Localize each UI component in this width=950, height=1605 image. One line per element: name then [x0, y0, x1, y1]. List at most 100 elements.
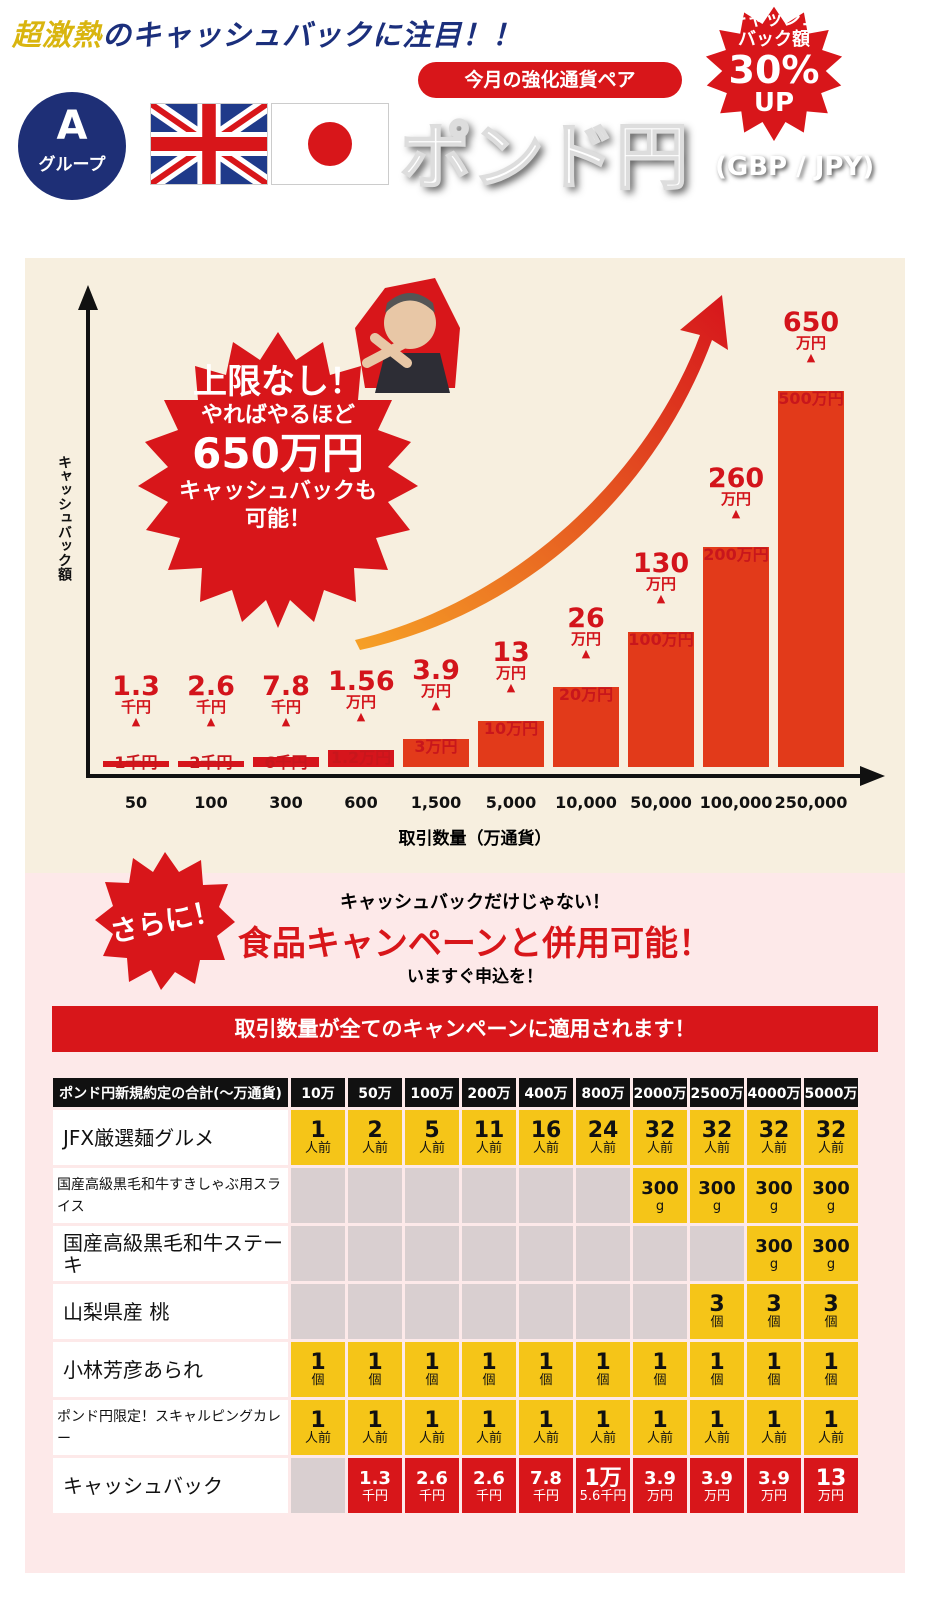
cell-value: 11: [473, 1117, 505, 1143]
cell-unit: 人前: [418, 1140, 445, 1156]
section2-line3: いますぐ申込を！: [407, 967, 543, 987]
cell-unit: 人前: [304, 1140, 331, 1156]
chart-bar-4: [403, 739, 469, 767]
bar-unit: 万円: [420, 682, 451, 700]
bar-old-value: 20万円: [558, 685, 614, 704]
table-cell: [462, 1284, 516, 1339]
table-cell: 32 人前: [690, 1110, 744, 1165]
table-cell: [291, 1226, 345, 1281]
cell-value: 2.6: [416, 1467, 448, 1489]
cell-value: 3: [709, 1291, 725, 1317]
cell-unit: g: [769, 1198, 779, 1214]
cell-value: 2: [367, 1117, 383, 1143]
bar-unit: 万円: [720, 490, 751, 508]
cell-unit: 人前: [475, 1140, 502, 1156]
bar-unit: 万円: [345, 693, 376, 711]
table-row: ポンド円限定！スキャルピングカレー 1 人前 1 人前 1 人前 1 人前 1 人前 1 人前 1 人前 1 人…: [53, 1400, 858, 1455]
cell-value: 1: [766, 1407, 782, 1433]
table-cell: [576, 1168, 630, 1223]
table-body: JFX厳選麺グルメ 1 人前 2 人前 5 人前 11 人前 16 人前 24 人前 32 人前 32 人前 32…: [53, 1110, 858, 1513]
table-row: 国産高級黒毛和牛ステーキ 300 g 300 g: [53, 1226, 858, 1281]
cell-value: 1: [709, 1407, 725, 1433]
cell-unit: 5.6千円: [579, 1488, 627, 1504]
cell-value: 32: [758, 1117, 790, 1143]
table-row: キャッシュバック 1.3 千円 2.6 千円 2.6 千円 7.8 千円 1万 5.6千円 3.9 万円…: [53, 1458, 858, 1513]
table-cell: 3.9 万円: [747, 1458, 801, 1513]
x-tick-label: 600: [344, 793, 378, 812]
table-cell: [348, 1226, 402, 1281]
group-badge: A グループ: [18, 92, 126, 200]
bar-old-value: 500万円: [778, 389, 844, 408]
table-cell: 5 人前: [405, 1110, 459, 1165]
cell-value: 24: [587, 1117, 619, 1143]
cell-unit: 人前: [703, 1140, 730, 1156]
y-axis-arrowhead: [78, 285, 98, 310]
table-cell: 1 人前: [576, 1400, 630, 1455]
promo-pill: 今月の強化通貨ペア: [418, 62, 682, 98]
cell-value: 1: [652, 1349, 668, 1375]
cell-value: 1: [310, 1117, 326, 1143]
table-cell: [405, 1226, 459, 1281]
table-cell: 1 人前: [690, 1400, 744, 1455]
callout-line2: やればやるほど: [200, 403, 355, 428]
y-axis-label: キャッシュバック額: [56, 455, 72, 581]
bar-value-label: 13 万円 ▲: [478, 639, 544, 694]
cell-value: 3.9: [701, 1467, 733, 1489]
cell-value: 3.9: [644, 1467, 676, 1489]
table-cell: [405, 1284, 459, 1339]
cell-value: 16: [530, 1117, 562, 1143]
bar-unit: 万円: [795, 334, 826, 352]
table-row-label: 小林芳彦あられ: [53, 1342, 288, 1397]
table-row-label: JFX厳選麺グルメ: [53, 1110, 288, 1165]
bar-value: 650: [782, 307, 840, 338]
cell-value: 300: [755, 1177, 793, 1199]
cell-unit: 千円: [475, 1488, 502, 1504]
table-cell: [633, 1226, 687, 1281]
up-triangle-icon: ▲: [281, 715, 291, 728]
up-triangle-icon: ▲: [506, 681, 516, 694]
table-row-label: 国産高級黒毛和牛ステーキ: [53, 1226, 288, 1281]
table-cell: 300 g: [804, 1168, 858, 1223]
headline: 超激熱のキャッシュバックに注目！！: [12, 12, 522, 54]
table-column-header: 10万: [291, 1078, 345, 1107]
cell-unit: 個: [824, 1314, 838, 1330]
table-cell: [405, 1168, 459, 1223]
bar-value-label: 1.3 千円 ▲: [103, 673, 169, 728]
headline-rest: のキャッシュバックに注目！！: [102, 18, 523, 52]
table-cell: 1 人前: [291, 1110, 345, 1165]
table-cell: 32 人前: [804, 1110, 858, 1165]
table-cell: 32 人前: [633, 1110, 687, 1165]
cell-unit: 人前: [589, 1430, 616, 1446]
cell-value: 1.3: [359, 1467, 391, 1489]
bars-layer: [103, 391, 844, 767]
bar-old-value: 1.2万円: [330, 748, 392, 767]
pair-code: (GBP / JPY): [715, 152, 875, 182]
up-triangle-icon: ▲: [806, 351, 816, 364]
bar-unit: 千円: [195, 698, 226, 716]
cell-value: 1: [538, 1407, 554, 1433]
bar-value-label: 3.9 万円 ▲: [403, 657, 469, 712]
further-tag-burst: [95, 852, 235, 990]
starburst-line2: バック額: [738, 29, 810, 50]
cell-value: 1: [709, 1349, 725, 1375]
cell-value: 32: [815, 1117, 847, 1143]
table-cell: [519, 1284, 573, 1339]
table-cell: 1 人前: [633, 1400, 687, 1455]
cell-value: 3: [823, 1291, 839, 1317]
table-cell: 1 人前: [519, 1400, 573, 1455]
cell-unit: 人前: [532, 1430, 559, 1446]
table-cell: 2 人前: [348, 1110, 402, 1165]
bar-value-label: 260 万円 ▲: [703, 465, 769, 520]
cell-unit: 個: [767, 1314, 781, 1330]
cell-value: 1: [823, 1407, 839, 1433]
cell-value: 1: [367, 1349, 383, 1375]
x-tick-label: 100,000: [699, 793, 773, 812]
table-cell: 2.6 千円: [405, 1458, 459, 1513]
